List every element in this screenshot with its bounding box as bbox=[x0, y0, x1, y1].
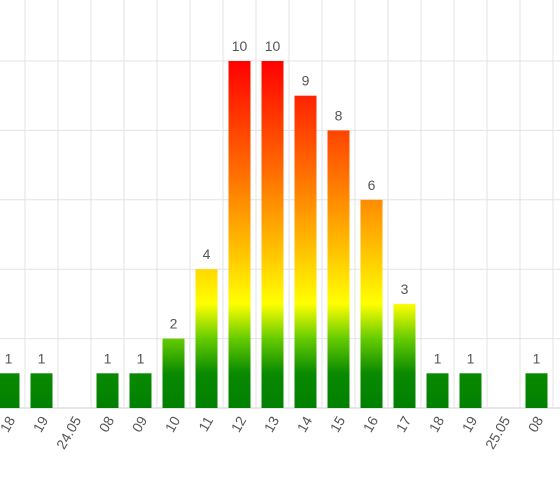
bar[interactable] bbox=[426, 373, 449, 408]
bar[interactable] bbox=[195, 269, 218, 408]
x-tick-label: 12 bbox=[228, 413, 250, 435]
x-tick-label: 10 bbox=[162, 413, 184, 435]
bar[interactable] bbox=[459, 373, 482, 408]
x-tick-label: 24.05 bbox=[53, 413, 84, 452]
bar[interactable] bbox=[294, 95, 317, 408]
bar[interactable] bbox=[261, 61, 284, 408]
bar-value-label: 10 bbox=[232, 38, 248, 54]
grid bbox=[0, 0, 560, 409]
bar[interactable] bbox=[129, 373, 152, 408]
bar-value-label: 9 bbox=[302, 73, 310, 89]
bar[interactable] bbox=[96, 373, 119, 408]
bar-value-label: 1 bbox=[38, 350, 46, 366]
x-tick-label: 25.05 bbox=[482, 413, 513, 452]
bar-value-label: 2 bbox=[170, 316, 178, 332]
x-tick-labels: 18 19 24.05 08 09 10 11 12 13 14 15 16 17 18 19 25.05 08 bbox=[0, 413, 546, 452]
x-tick-label: 08 bbox=[525, 413, 547, 435]
x-tick-label: 09 bbox=[129, 413, 151, 435]
bar[interactable] bbox=[30, 373, 53, 408]
x-tick-label: 16 bbox=[360, 413, 382, 435]
bar-value-label: 1 bbox=[467, 350, 475, 366]
bar-value-label: 6 bbox=[368, 177, 376, 193]
bar[interactable] bbox=[0, 373, 20, 408]
bar[interactable] bbox=[327, 130, 350, 408]
bar-value-label: 3 bbox=[401, 281, 409, 297]
bar-value-label: 1 bbox=[5, 350, 13, 366]
bar-value-label: 1 bbox=[533, 350, 541, 366]
x-tick-label: 08 bbox=[96, 413, 118, 435]
x-tick-label: 17 bbox=[393, 413, 415, 435]
x-tick-label: 14 bbox=[294, 413, 316, 435]
x-tick-label: 19 bbox=[459, 413, 481, 435]
x-tick-label: 18 bbox=[426, 413, 448, 435]
x-tick-label: 18 bbox=[0, 413, 18, 435]
bar-value-label: 10 bbox=[265, 38, 281, 54]
value-labels: 1 1 1 1 2 4 10 10 9 8 6 3 1 1 1 bbox=[5, 38, 541, 366]
bar[interactable] bbox=[393, 303, 416, 408]
x-tick-label: 11 bbox=[195, 413, 216, 434]
bar[interactable] bbox=[162, 338, 185, 408]
bars bbox=[0, 61, 548, 408]
x-tick-label: 13 bbox=[261, 413, 283, 435]
bar-value-label: 1 bbox=[104, 350, 112, 366]
bar-value-label: 8 bbox=[335, 107, 343, 123]
bar[interactable] bbox=[228, 61, 251, 408]
x-tick-label: 15 bbox=[327, 413, 349, 435]
bar[interactable] bbox=[360, 199, 383, 408]
bar-value-label: 1 bbox=[434, 350, 442, 366]
bar-value-label: 1 bbox=[137, 350, 145, 366]
bar-value-label: 4 bbox=[203, 246, 211, 262]
bar[interactable] bbox=[525, 373, 548, 408]
x-tick-label: 19 bbox=[30, 413, 52, 435]
